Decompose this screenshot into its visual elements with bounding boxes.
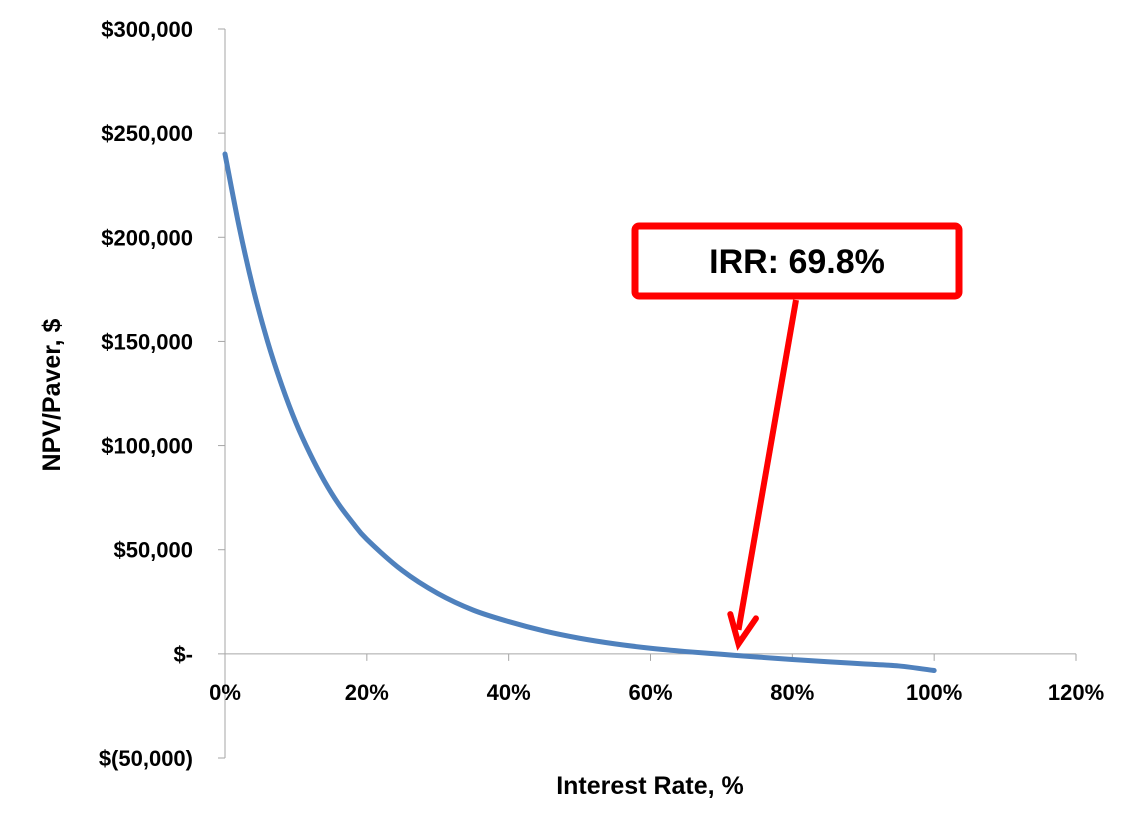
tick-labels: $300,000 $250,000 $200,000 $150,000 $100,000… xyxy=(99,17,1104,771)
x-tick-label: 40% xyxy=(487,680,531,705)
irr-callout-box xyxy=(631,222,963,300)
axes xyxy=(218,28,1077,759)
y-tick-label: $50,000 xyxy=(113,538,193,563)
y-tick-label: $200,000 xyxy=(101,225,193,250)
x-tick-label: 0% xyxy=(209,680,241,705)
series-layer xyxy=(222,151,937,674)
irr-arrow-shaft xyxy=(735,299,799,631)
y-tick-label: $300,000 xyxy=(101,17,193,42)
annotation-layer: IRR: 69.8% xyxy=(631,222,963,651)
irr-arrow-head xyxy=(727,611,759,651)
x-tick-label: 60% xyxy=(628,680,672,705)
x-tick-label: 100% xyxy=(906,680,962,705)
y-tick-label: $150,000 xyxy=(101,329,193,354)
y-tick-label: $250,000 xyxy=(101,121,193,146)
y-tick-label: $100,000 xyxy=(101,434,193,459)
y-axis-title: NPV/Paver, $ xyxy=(38,318,66,471)
irr-callout-text: IRR: 69.8% xyxy=(709,243,885,281)
npv-series-line xyxy=(222,151,937,674)
x-tick-label: 120% xyxy=(1048,680,1104,705)
x-tick-label: 20% xyxy=(345,680,389,705)
y-tick-label: $- xyxy=(173,642,193,667)
y-tick-label: $(50,000) xyxy=(99,746,193,771)
x-axis-title: Interest Rate, % xyxy=(556,772,744,800)
x-tick-label: 80% xyxy=(770,680,814,705)
